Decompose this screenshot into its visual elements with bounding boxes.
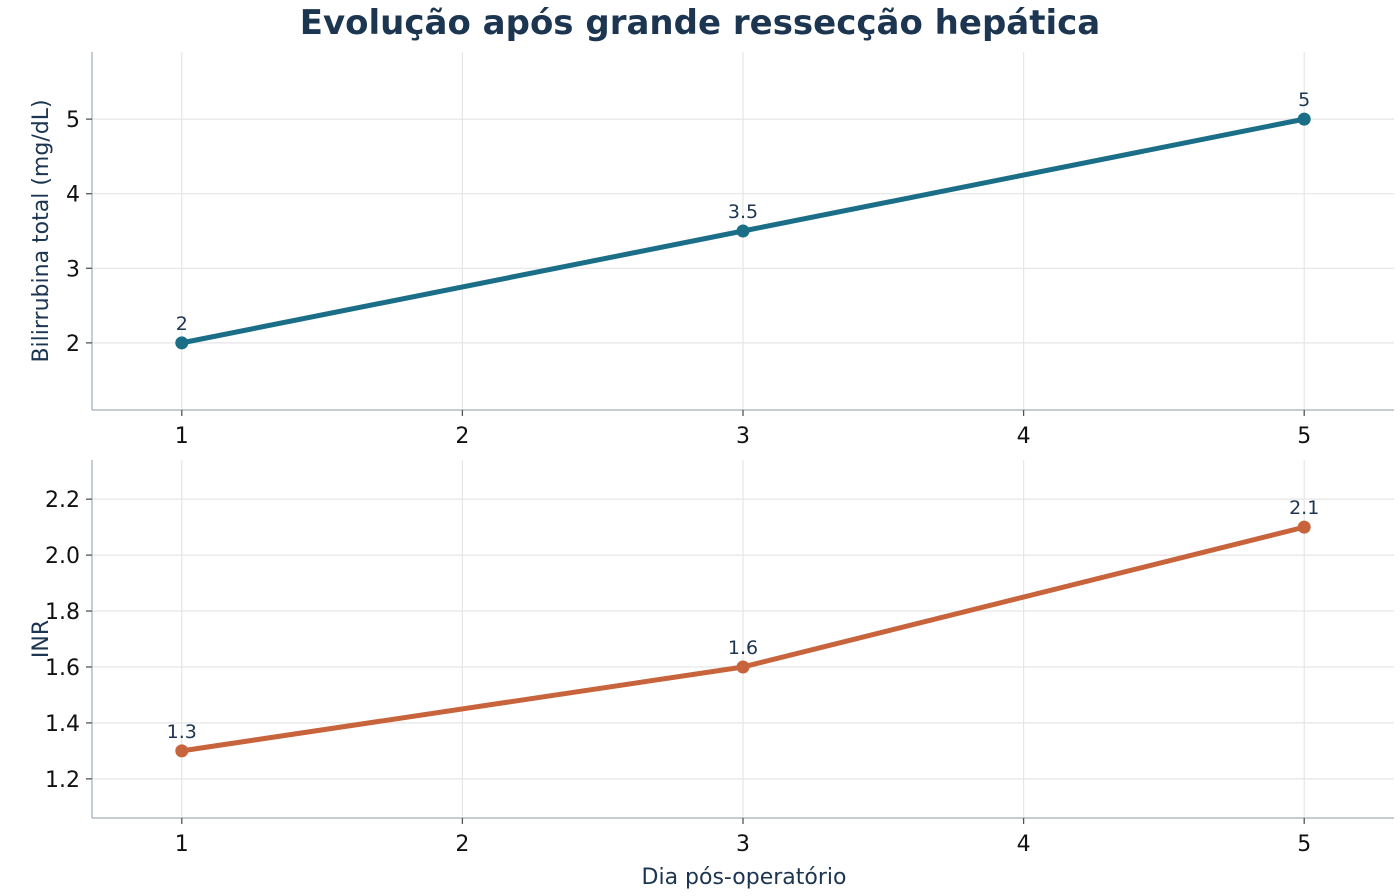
bilirubin-panel: 1 2 3 4 5 2 3 4 5 Bilirrubina total (mg/dL) 2 3.5 5 bbox=[29, 52, 1394, 449]
bilirubin-xtick-label: 3 bbox=[736, 424, 750, 449]
bilirubin-data-label: 5 bbox=[1298, 89, 1310, 111]
inr-data-label: 2.1 bbox=[1289, 497, 1319, 519]
bilirubin-xtick-label: 1 bbox=[175, 424, 189, 449]
bilirubin-xtick-label: 2 bbox=[455, 424, 469, 449]
inr-y-axis-label: INR bbox=[29, 620, 54, 658]
bilirubin-data-point bbox=[175, 336, 189, 350]
inr-xtick-label: 5 bbox=[1297, 832, 1311, 857]
inr-data-point bbox=[1297, 520, 1311, 534]
chart-title: Evolução após grande ressecção hepática bbox=[300, 3, 1100, 43]
inr-x-axis-label: Dia pós-operatório bbox=[642, 865, 847, 890]
inr-xtick-label: 3 bbox=[736, 832, 750, 857]
inr-ytick-label: 1.2 bbox=[45, 768, 80, 793]
inr-ytick-label: 1.8 bbox=[45, 600, 80, 625]
bilirubin-xtick-label: 5 bbox=[1297, 424, 1311, 449]
bilirubin-data-point bbox=[736, 224, 750, 238]
inr-xtick-label: 4 bbox=[1017, 832, 1031, 857]
inr-data-point bbox=[736, 660, 750, 674]
bilirubin-ytick-label: 5 bbox=[66, 108, 80, 133]
inr-data-point bbox=[175, 744, 189, 758]
bilirubin-ytick-label: 2 bbox=[66, 332, 80, 357]
inr-ytick-label: 2.2 bbox=[45, 488, 80, 513]
inr-data-label: 1.3 bbox=[167, 721, 197, 743]
inr-ytick-label: 1.6 bbox=[45, 656, 80, 681]
inr-ytick-label: 1.4 bbox=[45, 712, 80, 737]
bilirubin-ytick-label: 4 bbox=[66, 183, 80, 208]
inr-ytick-label: 2.0 bbox=[45, 544, 80, 569]
bilirubin-data-label: 3.5 bbox=[728, 201, 758, 223]
bilirubin-ytick-label: 3 bbox=[66, 257, 80, 282]
bilirubin-data-label: 2 bbox=[176, 313, 188, 335]
bilirubin-xtick-label: 4 bbox=[1017, 424, 1031, 449]
inr-data-label: 1.6 bbox=[728, 637, 758, 659]
bilirubin-y-axis-label: Bilirrubina total (mg/dL) bbox=[29, 99, 54, 362]
inr-panel: 1 2 3 4 5 1.2 1.4 1.6 1.8 2.0 2.2 INR Dia pós-operat… bbox=[29, 460, 1394, 890]
inr-xtick-label: 2 bbox=[455, 832, 469, 857]
inr-xtick-label: 1 bbox=[175, 832, 189, 857]
bilirubin-data-point bbox=[1297, 112, 1311, 126]
